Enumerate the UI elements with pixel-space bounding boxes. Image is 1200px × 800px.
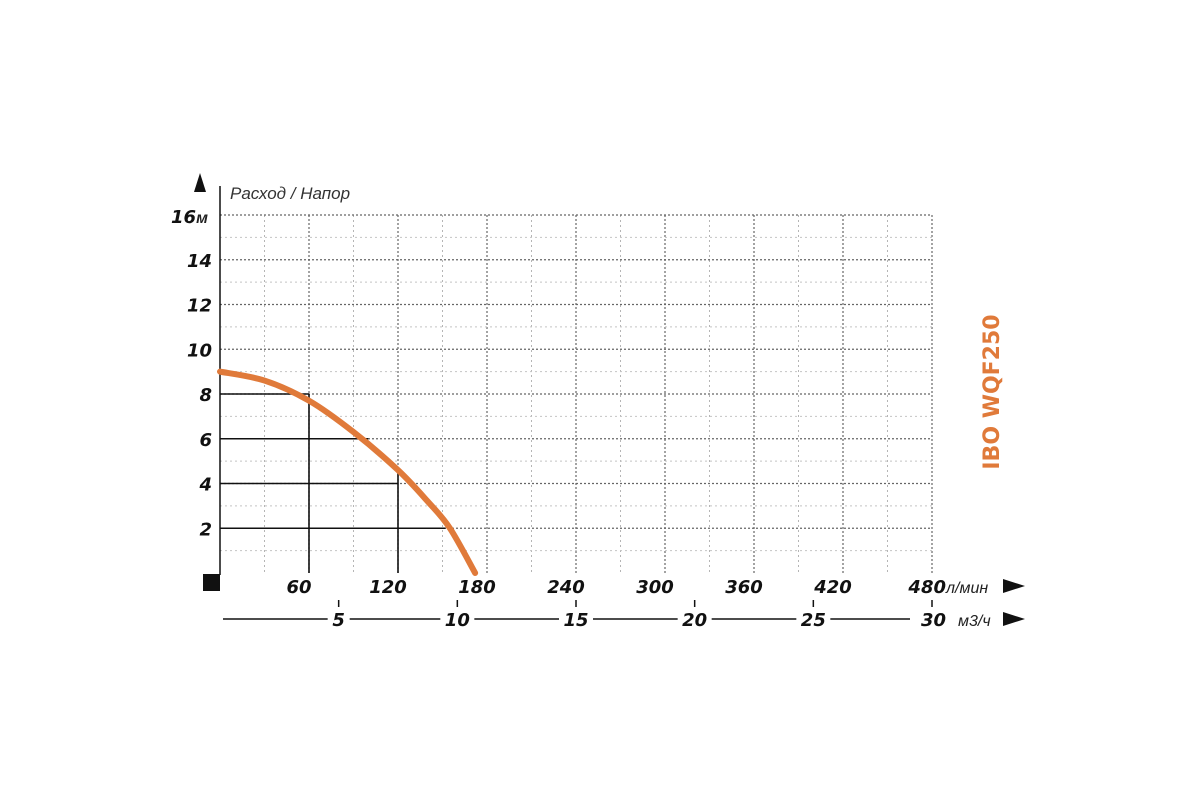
model-label: IBO WQF250 bbox=[980, 314, 1005, 469]
x-axis-secondary: 5 10 15 20 25 30 bbox=[223, 600, 946, 631]
x-tick-label-secondary: 10 bbox=[445, 610, 470, 631]
y-tick-label: 2 bbox=[199, 519, 212, 540]
x-tick-label: 180 bbox=[458, 577, 496, 598]
x-tick-labels-primary: 60 120 180 240 300 360 420 480 bbox=[286, 577, 946, 598]
y-tick-label-top: 16м bbox=[171, 207, 208, 228]
y-tick-label: 12 bbox=[187, 296, 212, 317]
y-tick-label: 10 bbox=[187, 340, 212, 361]
series-curve bbox=[217, 368, 479, 576]
y-tick-labels: 2 4 6 8 10 12 14 16м bbox=[171, 207, 212, 540]
x-axis-secondary-arrow-icon bbox=[1003, 612, 1025, 626]
x-tick-label: 60 bbox=[286, 577, 311, 598]
x-tick-label: 120 bbox=[369, 577, 407, 598]
x-unit-primary: л/мин bbox=[945, 580, 988, 597]
y-unit-label: м bbox=[196, 210, 208, 227]
x-tick-label: 300 bbox=[636, 577, 674, 598]
x-tick-label-secondary: 5 bbox=[332, 610, 345, 631]
x-tick-label: 360 bbox=[725, 577, 763, 598]
x-tick-label-secondary: 30 bbox=[921, 610, 946, 631]
axis-title: Расход / Напор bbox=[230, 184, 350, 203]
x-tick-label-secondary: 15 bbox=[563, 610, 588, 631]
x-axis-primary-arrow-icon bbox=[1003, 579, 1025, 593]
x-tick-label: 480 bbox=[907, 577, 946, 598]
x-tick-label-secondary: 25 bbox=[801, 610, 826, 631]
x-tick-label-secondary: 20 bbox=[682, 610, 707, 631]
x-unit-secondary: м3/ч bbox=[958, 613, 991, 630]
y-top-value: 16 bbox=[171, 207, 196, 228]
y-tick-label: 6 bbox=[199, 430, 212, 451]
origin-marker bbox=[203, 574, 220, 591]
y-tick-label: 4 bbox=[198, 475, 212, 496]
axes bbox=[194, 173, 221, 591]
y-tick-label: 14 bbox=[187, 251, 212, 272]
grid bbox=[220, 214, 933, 573]
y-tick-label: 8 bbox=[199, 385, 212, 406]
x-tick-label: 420 bbox=[813, 577, 852, 598]
x-tick-label: 240 bbox=[547, 577, 585, 598]
y-axis-arrow-icon bbox=[194, 173, 206, 192]
